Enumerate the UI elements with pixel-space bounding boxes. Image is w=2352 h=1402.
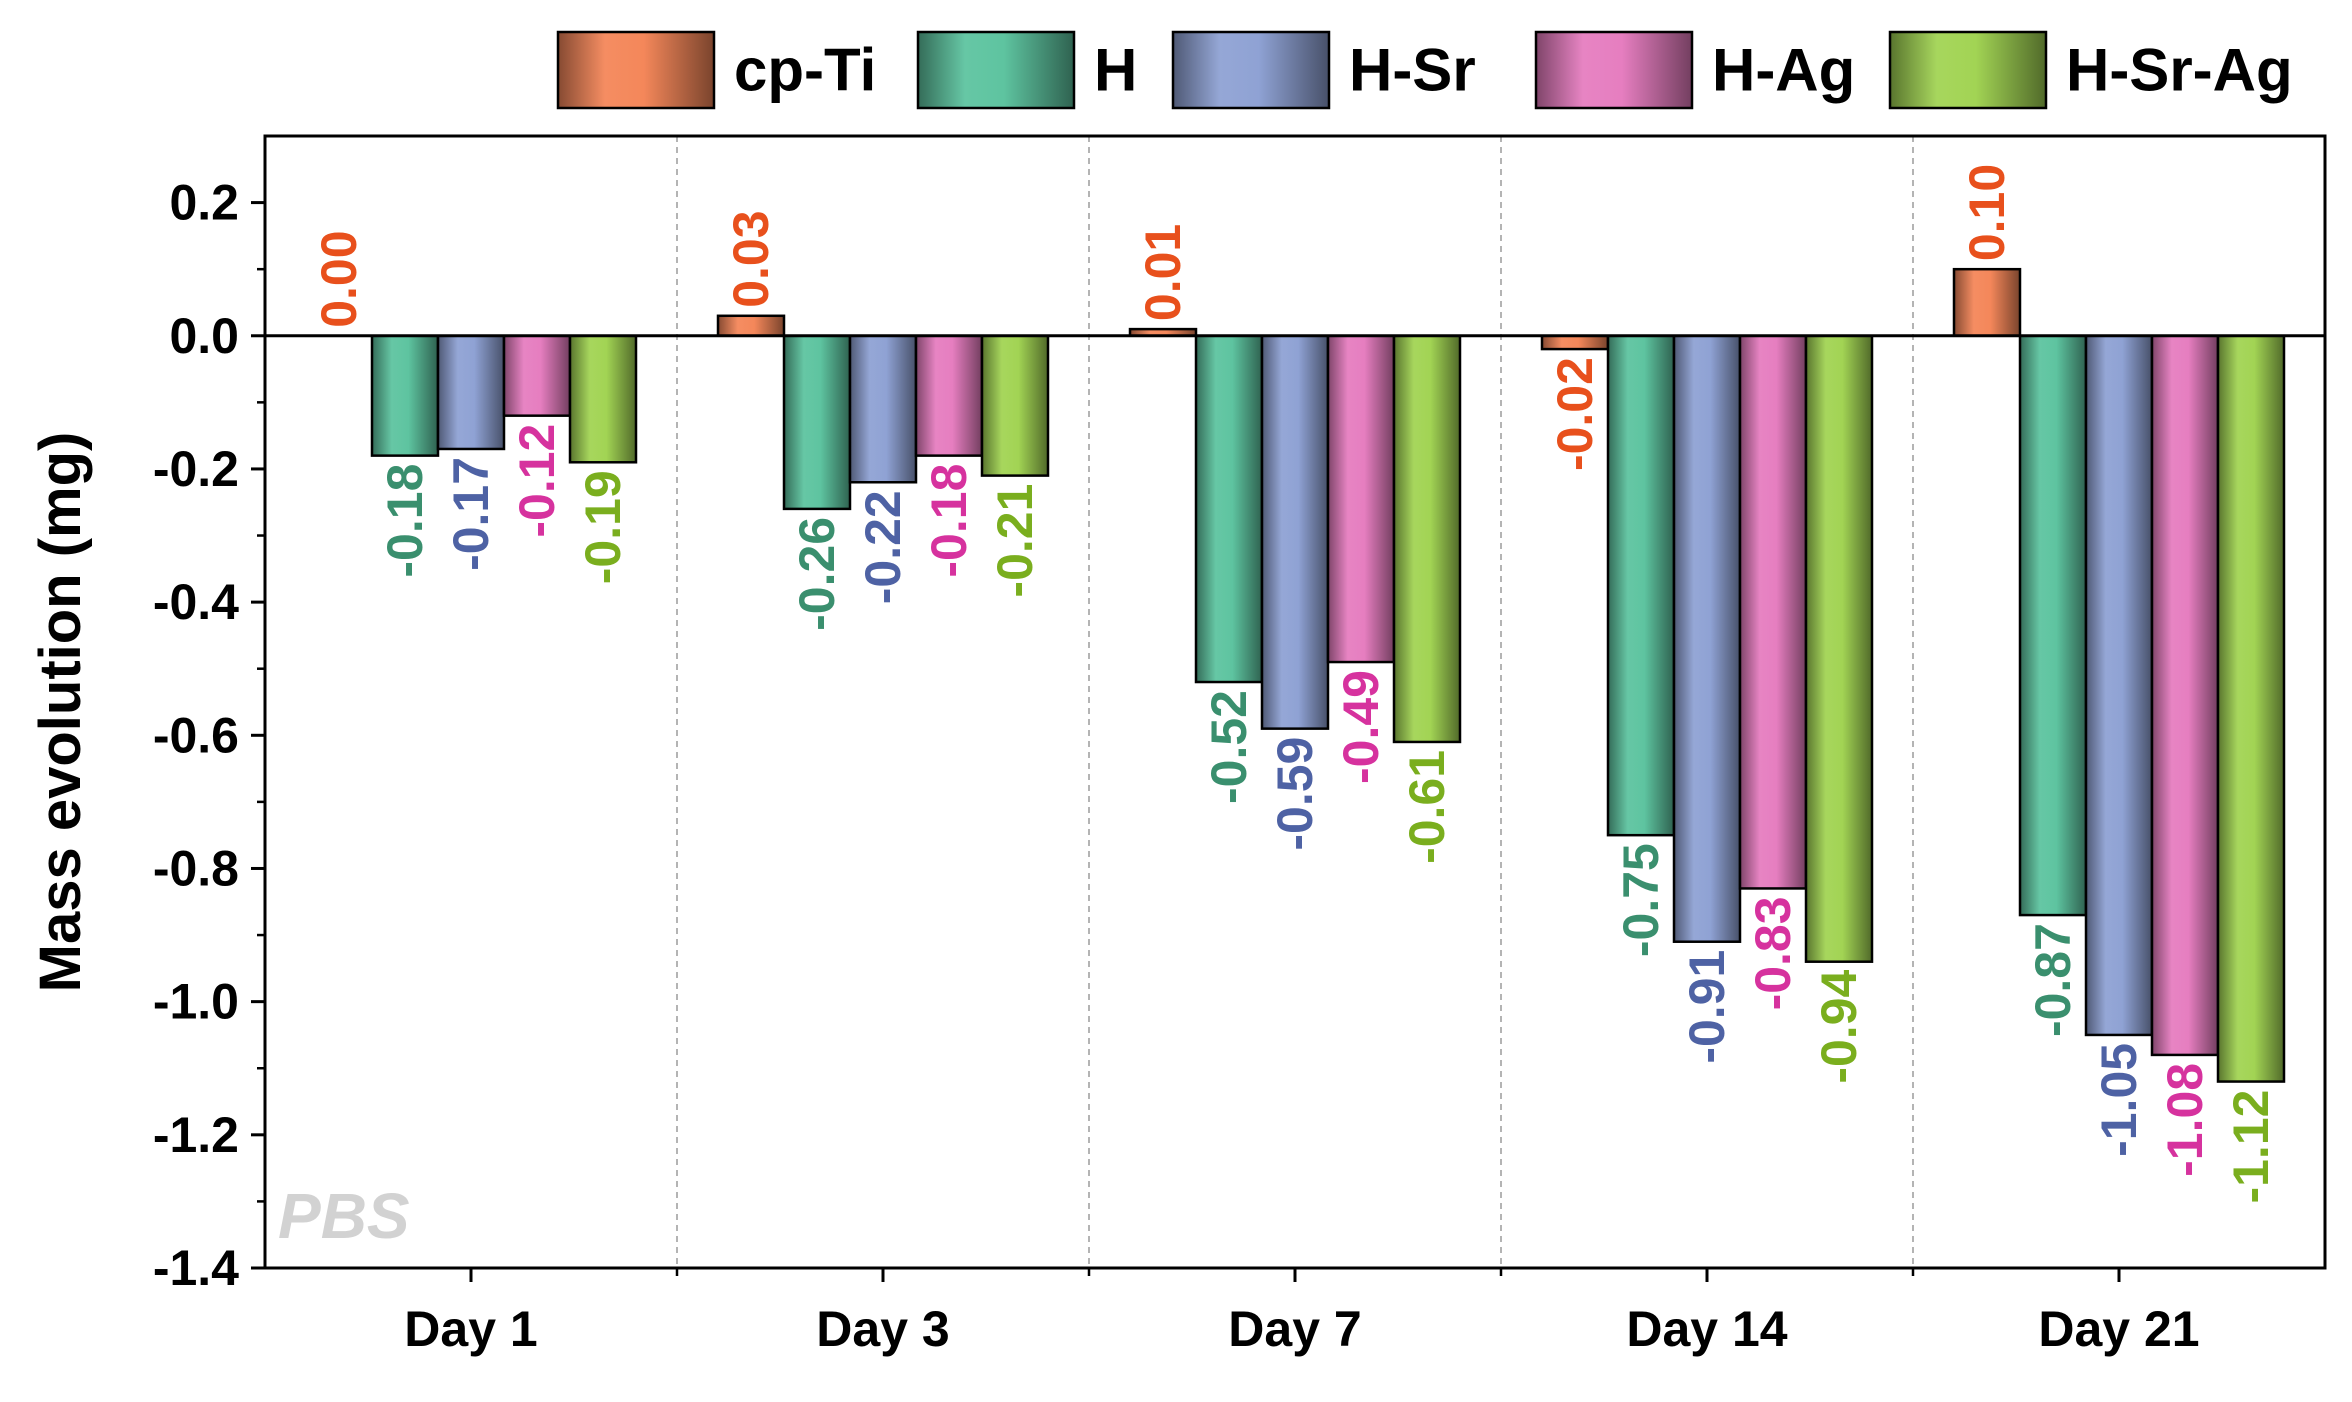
- bar-h-sr-day-14: [1672, 334, 1742, 943]
- category-separators: [676, 136, 1914, 1268]
- data-label: -0.19: [575, 470, 631, 584]
- bar-h-ag-day-7: [1326, 334, 1396, 664]
- data-label: -0.87: [2025, 923, 2081, 1037]
- data-labels: 0.00-0.18 -0.17 -0.12 -0.190.03-0.26 -0.22 -0…: [311, 164, 2279, 1204]
- data-label: 0.01: [1135, 224, 1191, 321]
- y-tick-label: -1.4: [153, 1240, 239, 1296]
- bar-h-ag-day-3: [914, 334, 984, 457]
- axes: 0.2 0.0 -0.2 -0.4 -0.6 -0.8 -1.0 -1.2 -1.4 Day 1 D…: [153, 175, 2200, 1357]
- data-label: 0.10: [1959, 164, 2015, 261]
- bar-cp-ti-day-3: [716, 314, 786, 338]
- data-label: -1.08: [2157, 1063, 2213, 1177]
- y-tick-label: -0.6: [153, 707, 239, 763]
- y-tick-label: -1.0: [153, 974, 239, 1030]
- bar-h-day-14: [1606, 334, 1676, 837]
- data-label: -0.12: [509, 424, 565, 538]
- data-label: -0.22: [855, 490, 911, 604]
- bar-h-sr-ag-day-21: [2216, 334, 2286, 1083]
- bar-h-day-1: [370, 334, 440, 457]
- y-tick-label: -0.8: [153, 840, 239, 896]
- legend-label-h-ag: H-Ag: [1712, 37, 1855, 104]
- y-axis-title: Mass evolution (mg): [28, 432, 93, 993]
- data-label: -0.49: [1333, 670, 1389, 784]
- data-label: -0.17: [443, 457, 499, 571]
- data-label: -0.91: [1679, 950, 1735, 1064]
- legend-label-h: H: [1094, 37, 1137, 104]
- data-label: -0.61: [1399, 750, 1455, 864]
- x-tick-label: Day 7: [1228, 1301, 1361, 1357]
- data-label: -0.59: [1267, 737, 1323, 851]
- y-tick-label: 0.2: [169, 175, 239, 231]
- legend-label-h-sr-ag: H-Sr-Ag: [2066, 37, 2293, 104]
- legend-label-cp-ti: cp-Ti: [734, 37, 876, 104]
- data-label: 0.03: [723, 210, 779, 307]
- bar-h-sr-ag-day-7: [1392, 334, 1462, 744]
- data-label: -0.94: [1811, 970, 1867, 1084]
- y-tick-label: -0.2: [153, 441, 239, 497]
- x-tick-label: Day 1: [404, 1301, 537, 1357]
- bar-h-sr-day-3: [848, 334, 918, 484]
- data-label: -0.21: [987, 484, 1043, 598]
- legend-swatch-h: [916, 30, 1076, 110]
- data-label: -1.05: [2091, 1043, 2147, 1157]
- legend-swatch-cp-ti: [556, 30, 716, 110]
- x-tick-label: Day 3: [816, 1301, 949, 1357]
- bar-h-sr-ag-day-14: [1804, 334, 1874, 963]
- data-label: -0.18: [921, 464, 977, 578]
- data-label: -0.26: [789, 517, 845, 631]
- data-label: -1.12: [2223, 1090, 2279, 1204]
- legend-swatch-h-sr-ag: [1888, 30, 2048, 110]
- bar-cp-ti-day-21: [1952, 267, 2022, 338]
- bar-h-sr-day-1: [436, 334, 506, 451]
- bar-h-day-7: [1194, 334, 1264, 684]
- bar-h-day-3: [782, 334, 852, 511]
- bar-h-sr-day-21: [2084, 334, 2154, 1037]
- legend-swatch-h-sr: [1171, 30, 1331, 110]
- legend-swatch-h-ag: [1534, 30, 1694, 110]
- legend-label-h-sr: H-Sr: [1349, 37, 1476, 104]
- legend: cp-Ti H H-Sr H-Ag H-Sr-Ag: [556, 30, 2293, 110]
- bars: [304, 267, 2286, 1083]
- data-label: -0.75: [1613, 843, 1669, 957]
- bar-h-ag-day-1: [502, 334, 572, 417]
- bar-h-sr-ag-day-1: [568, 334, 638, 464]
- pbs-annotation: PBS: [278, 1180, 410, 1252]
- bar-h-sr-ag-day-3: [980, 334, 1050, 477]
- bar-cp-ti-day-14: [1540, 334, 1610, 351]
- data-label: -0.02: [1547, 357, 1603, 471]
- bar-h-ag-day-14: [1738, 334, 1808, 890]
- y-tick-label: -1.2: [153, 1107, 239, 1163]
- bar-h-day-21: [2018, 334, 2088, 917]
- y-tick-label: -0.4: [153, 574, 239, 630]
- data-label: -0.18: [377, 464, 433, 578]
- y-tick-label: 0.0: [169, 308, 239, 364]
- data-label: -0.52: [1201, 690, 1257, 804]
- data-label: -0.83: [1745, 896, 1801, 1010]
- bar-h-ag-day-21: [2150, 334, 2220, 1057]
- data-label: 0.00: [311, 230, 367, 327]
- bar-h-sr-day-7: [1260, 334, 1330, 730]
- x-tick-label: Day 14: [1626, 1301, 1787, 1357]
- x-tick-label: Day 21: [2038, 1301, 2199, 1357]
